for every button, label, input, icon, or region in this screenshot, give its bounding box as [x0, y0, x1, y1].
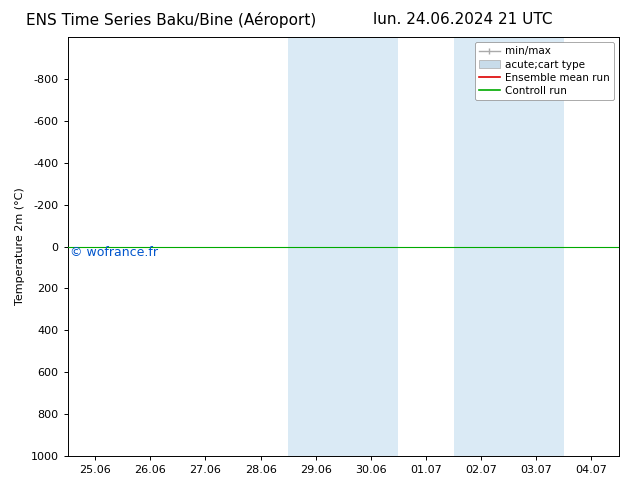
Text: ENS Time Series Baku/Bine (Aéroport): ENS Time Series Baku/Bine (Aéroport)	[26, 12, 316, 28]
Bar	[453, 37, 564, 456]
Text: lun. 24.06.2024 21 UTC: lun. 24.06.2024 21 UTC	[373, 12, 553, 27]
Y-axis label: Temperature 2m (°C): Temperature 2m (°C)	[15, 188, 25, 305]
Bar	[288, 37, 398, 456]
Legend: min/max, acute;cart type, Ensemble mean run, Controll run: min/max, acute;cart type, Ensemble mean …	[475, 42, 614, 100]
Text: © wofrance.fr: © wofrance.fr	[70, 246, 158, 259]
